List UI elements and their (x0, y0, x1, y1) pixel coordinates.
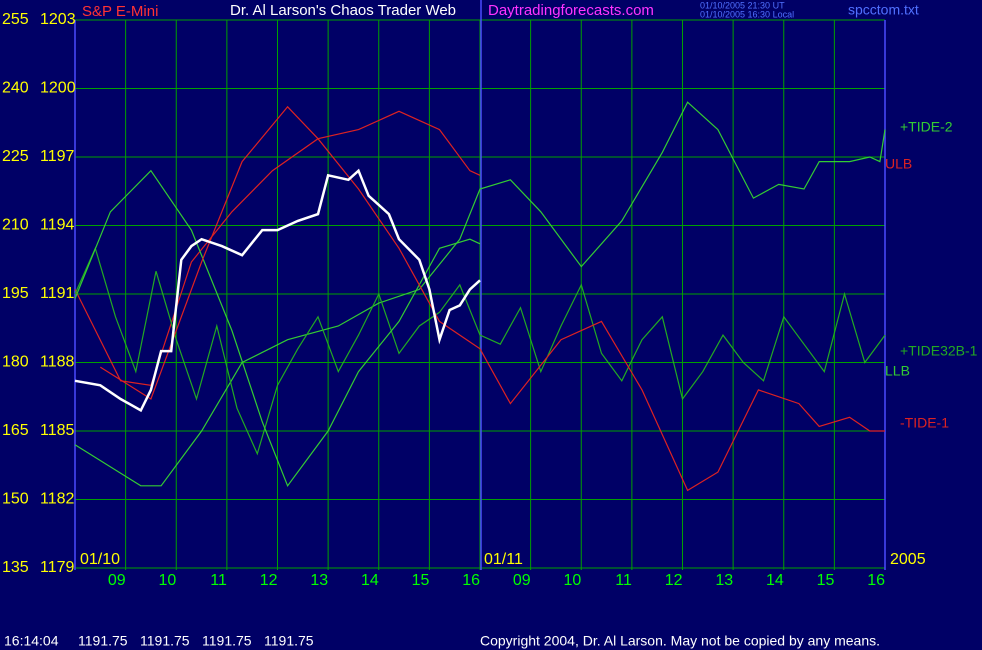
x-tick-label: 12 (260, 572, 278, 589)
y-tick-label: 255 (2, 11, 29, 28)
series-line (99, 105, 885, 492)
y2-tick-label: 1188 (40, 354, 75, 371)
series-label: -TIDE-1 (900, 415, 949, 431)
x-tick-label: 09 (108, 572, 126, 589)
y-tick-label: 135 (2, 559, 29, 576)
y-tick-label: 225 (2, 148, 29, 165)
y-tick-label: 180 (2, 354, 29, 371)
y-tick-label: 240 (2, 80, 29, 97)
status-quote: 1191.75 (202, 633, 252, 649)
y2-tick-label: 1203 (40, 11, 76, 28)
x-tick-label: 13 (310, 572, 328, 589)
y-tick-label: 210 (2, 217, 29, 234)
date-label: 01/10 (80, 551, 120, 568)
x-tick-label: 11 (615, 572, 632, 589)
date-label: 01/11 (484, 551, 523, 568)
website: Daytradingforecasts.com (488, 2, 654, 19)
label-layer: 135 150 165 180 195 210 225 240 255 1179 1182 1185 1… (2, 3, 978, 589)
series-line (74, 168, 481, 413)
x-tick-label: 13 (715, 572, 733, 589)
x-tick-label: 15 (817, 572, 835, 589)
symbol-label: S&P E-Mini (82, 3, 158, 20)
series-line (74, 101, 886, 487)
timestamp: 01/10/2005 21:30 UT (700, 0, 785, 10)
y2-tick-label: 1194 (40, 217, 75, 234)
status-quote: 1191.75 (78, 633, 128, 649)
x-tick-label: 11 (210, 572, 227, 589)
file-name: spcctom.txt (848, 2, 919, 18)
y-tick-label: 165 (2, 422, 29, 439)
series-layer (74, 101, 886, 492)
series-line (74, 110, 481, 386)
y2-tick-label: 1191 (40, 285, 75, 302)
x-tick-label: 16 (867, 572, 885, 589)
x-tick-label: 16 (462, 572, 480, 589)
chart-title: Dr. Al Larson's Chaos Trader Web (230, 2, 456, 19)
x-tick-label: 12 (665, 572, 683, 589)
x-tick-label: 10 (158, 572, 176, 589)
series-label: +TIDE32B-1 (900, 343, 978, 359)
series-label: ULB (885, 156, 912, 172)
timestamp: 01/10/2005 16:30 Local (700, 9, 794, 19)
year-label: 2005 (890, 551, 926, 568)
x-tick-label: 14 (766, 572, 784, 589)
x-tick-label: 10 (563, 572, 581, 589)
y2-tick-label: 1185 (40, 422, 75, 439)
y2-tick-label: 1197 (40, 148, 75, 165)
y-tick-label: 150 (2, 491, 29, 508)
x-tick-label: 09 (513, 572, 531, 589)
series-label: +TIDE-2 (900, 119, 953, 135)
y2-tick-label: 1200 (40, 80, 76, 97)
y2-tick-label: 1182 (40, 491, 75, 508)
y2-tick-label: 1179 (40, 559, 75, 576)
y-tick-label: 195 (2, 285, 29, 302)
status-quote: 1191.75 (140, 633, 190, 649)
series-line (74, 169, 481, 488)
series-line (74, 246, 886, 456)
status-time: 16:14:04 (4, 633, 59, 649)
status-quote: 1191.75 (264, 633, 314, 649)
x-tick-label: 15 (412, 572, 430, 589)
copyright: Copyright 2004, Dr. Al Larson. May not b… (480, 633, 880, 649)
x-tick-label: 14 (361, 572, 379, 589)
series-label: LLB (885, 363, 910, 379)
